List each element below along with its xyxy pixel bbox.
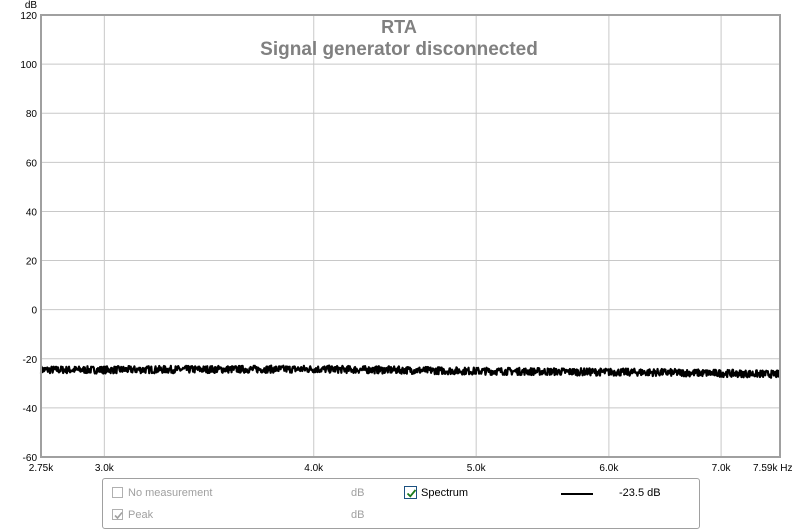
spectrum-checkbox[interactable] (404, 486, 417, 499)
y-tick-label: 60 (26, 158, 38, 169)
rta-plot[interactable]: 120 100 80 60 40 20 0 -20 -40 -60 2.75k 3.0k 4.0k 5.… (0, 0, 800, 475)
x-tick-label: 4.0k (304, 463, 324, 474)
chart-subtitle: Signal generator disconnected (260, 39, 538, 60)
peak-label: Peak (128, 509, 154, 521)
y-axis-ticks: 120 100 80 60 40 20 0 -20 -40 -60 (20, 11, 37, 464)
spectrum-trace (39, 364, 781, 379)
x-axis-ticks: 2.75k 3.0k 4.0k 5.0k 6.0k 7.0k 7.59k Hz (29, 463, 793, 474)
y-tick-label: -60 (23, 453, 38, 464)
y-tick-label: 40 (26, 207, 38, 218)
plot-frame (40, 14, 781, 458)
peak-checkbox[interactable] (112, 509, 123, 520)
x-tick-label: 6.0k (599, 463, 619, 474)
no-measurement-label: No measurement (128, 487, 213, 499)
y-tick-label: 80 (26, 109, 38, 120)
peak-check-icon (114, 511, 123, 520)
spectrum-check-icon (406, 489, 417, 498)
x-tick-label: 2.75k (29, 463, 54, 474)
chart-title: RTA (381, 17, 417, 37)
y-tick-label: 0 (31, 306, 37, 317)
no-measurement-checkbox[interactable] (112, 487, 123, 498)
legend-panel: No measurement dB Peak dB Spectrum -23.5… (102, 478, 700, 529)
y-tick-label: -40 (23, 404, 38, 415)
y-tick-label: 120 (20, 11, 37, 22)
grid-lines (41, 14, 780, 458)
series-layer (39, 364, 781, 379)
peak-unit: dB (351, 509, 365, 521)
y-tick-label: 20 (26, 257, 38, 268)
x-tick-label: 7.59k Hz (753, 463, 792, 474)
spectrum-label: Spectrum (421, 487, 469, 499)
y-tick-label: 100 (20, 60, 37, 71)
spectrum-value: -23.5 dB (619, 487, 661, 499)
y-axis-label: dB (25, 0, 38, 11)
x-tick-label: 7.0k (712, 463, 732, 474)
spectrum-line-swatch (561, 493, 593, 495)
x-tick-label: 3.0k (95, 463, 115, 474)
y-tick-label: -20 (23, 355, 38, 366)
no-measurement-unit: dB (351, 487, 365, 499)
x-tick-label: 5.0k (467, 463, 487, 474)
